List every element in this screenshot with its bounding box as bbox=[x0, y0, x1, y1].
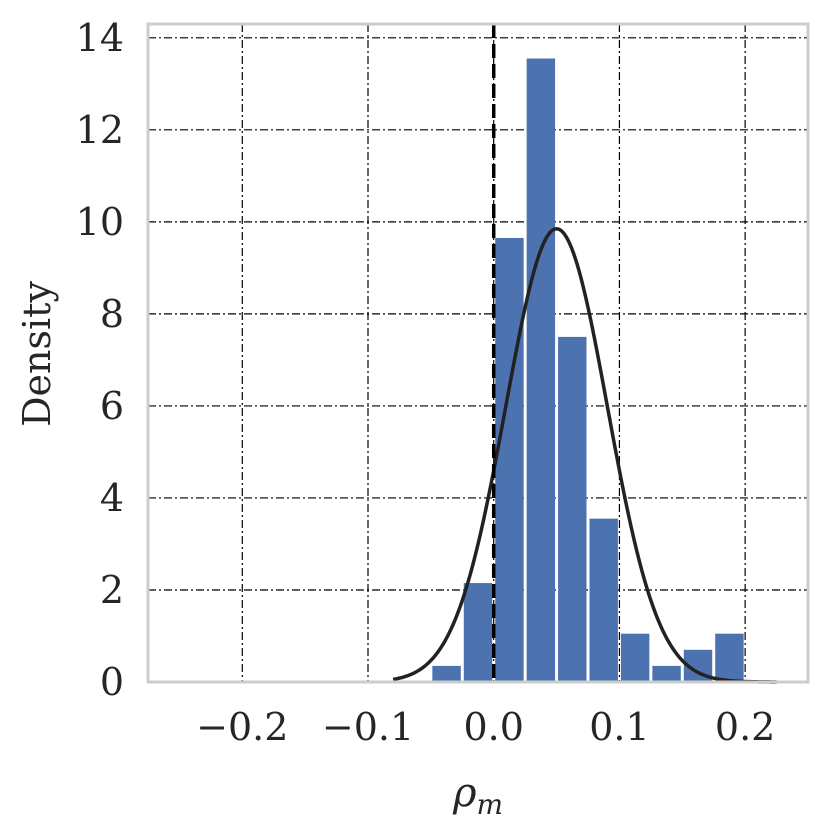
x-tick-label-2: 0.0 bbox=[463, 705, 523, 749]
normal-fit-curve bbox=[392, 226, 777, 684]
y-tick-label-1: 2 bbox=[100, 568, 124, 612]
y-tick-label-7: 14 bbox=[76, 16, 124, 60]
y-tick-label-3: 6 bbox=[100, 384, 124, 428]
x-tick-label-3: 0.1 bbox=[589, 705, 649, 749]
x-tick-labels: −0.2 −0.1 0.0 0.1 0.2 bbox=[196, 705, 775, 749]
histogram-bar-7 bbox=[652, 665, 681, 682]
x-tick-label-1: −0.1 bbox=[322, 705, 414, 749]
y-axis-label: Density bbox=[15, 281, 59, 427]
histogram-bar-1 bbox=[463, 583, 493, 682]
plot-frame bbox=[146, 22, 810, 684]
histogram-bar-5 bbox=[589, 518, 618, 682]
y-tick-label-5: 10 bbox=[76, 200, 124, 244]
y-tick-label-4: 8 bbox=[100, 292, 124, 336]
x-axis-label-symbol: ρ bbox=[452, 770, 477, 816]
y-tick-label-0: 0 bbox=[100, 660, 124, 704]
histogram-bar-9 bbox=[715, 633, 744, 682]
y-tick-label-6: 12 bbox=[76, 108, 124, 152]
histogram-bar-4 bbox=[558, 336, 587, 682]
x-tick-label-0: −0.2 bbox=[196, 705, 288, 749]
y-tick-label-2: 4 bbox=[100, 476, 124, 520]
x-axis-label-subscript: m bbox=[476, 788, 503, 821]
histogram-bar-2 bbox=[495, 237, 524, 683]
histogram-bar-0 bbox=[432, 665, 461, 682]
histogram-bar-6 bbox=[620, 633, 650, 682]
y-tick-labels: 0 2 4 6 8 10 12 14 bbox=[76, 16, 124, 704]
histogram-bars bbox=[432, 58, 744, 683]
x-tick-label-4: 0.2 bbox=[715, 705, 775, 749]
histogram-bar-3 bbox=[526, 58, 556, 682]
x-axis-label: ρm bbox=[452, 770, 503, 821]
